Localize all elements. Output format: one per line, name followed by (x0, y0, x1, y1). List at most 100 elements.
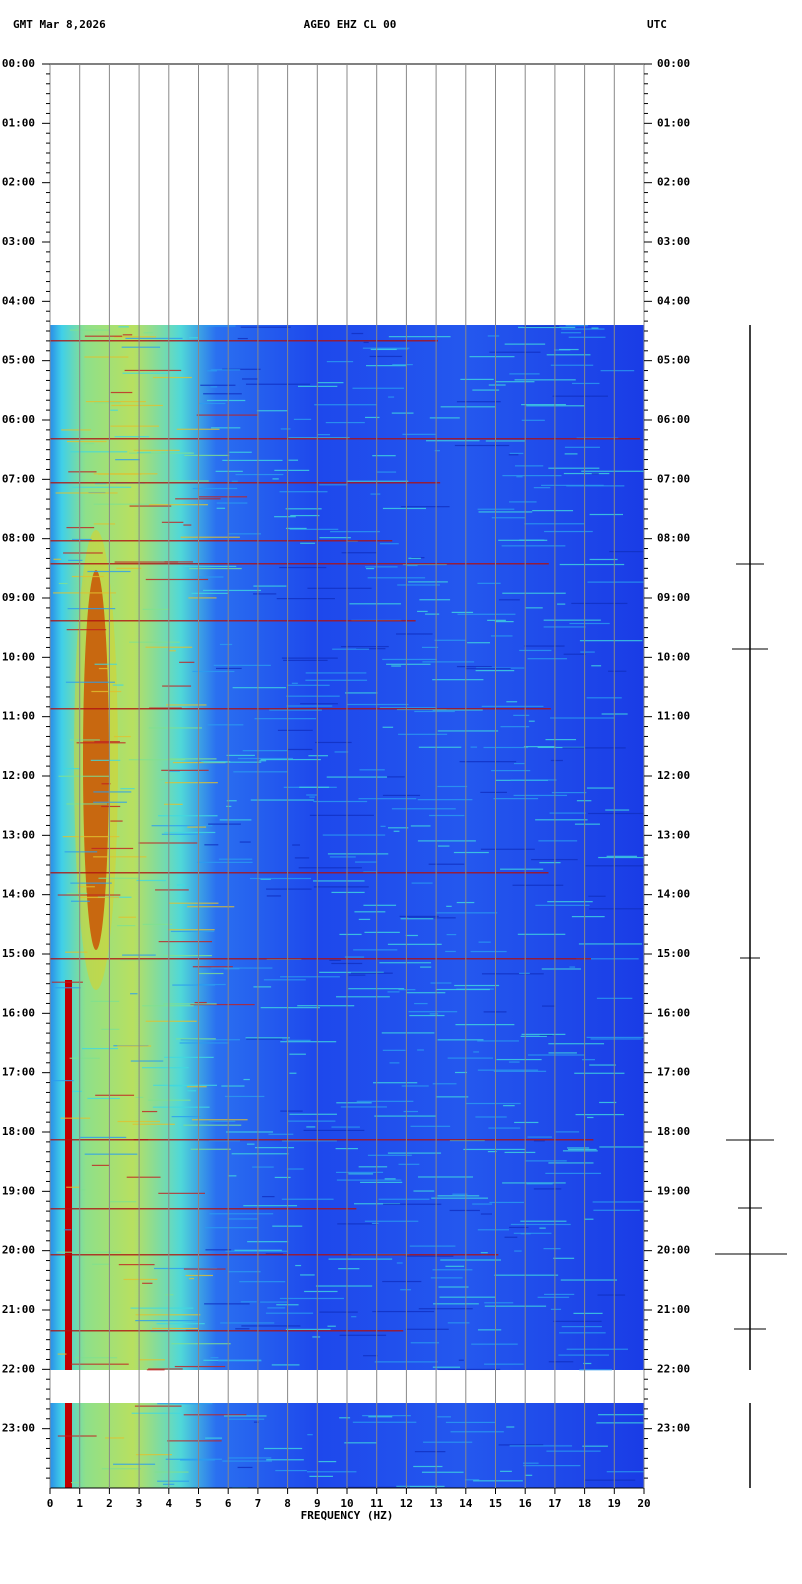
noise-streak (363, 341, 369, 344)
noise-streak (288, 437, 350, 439)
noise-streak (207, 370, 217, 372)
noise-streak (70, 900, 90, 902)
noise-streak (408, 557, 421, 559)
noise-streak (235, 473, 284, 476)
noise-streak (192, 670, 235, 673)
noise-streak (114, 436, 150, 438)
noise-streak (591, 665, 602, 667)
noise-streak (326, 776, 387, 778)
noise-streak (350, 972, 393, 974)
y-tick-label: 10:00 (657, 650, 690, 663)
noise-streak (514, 465, 544, 467)
noise-streak (426, 440, 480, 442)
noise-streak (429, 1013, 439, 1015)
noise-streak (550, 759, 563, 762)
noise-streak (398, 1163, 420, 1165)
noise-streak (241, 1325, 301, 1327)
noise-streak (473, 1480, 523, 1482)
noise-streak (501, 545, 566, 547)
noise-streak (66, 1186, 80, 1188)
noise-streak (439, 1296, 496, 1298)
noise-streak (535, 904, 590, 906)
noise-streak (117, 1045, 152, 1047)
noise-streak (139, 1359, 166, 1361)
noise-streak (432, 679, 484, 681)
noise-streak (98, 877, 139, 879)
noise-streak (537, 1296, 570, 1298)
noise-streak (254, 718, 317, 720)
noise-streak (210, 1357, 219, 1359)
noise-streak (566, 1348, 628, 1350)
noise-streak (200, 384, 236, 386)
noise-streak (151, 825, 213, 827)
noise-streak (421, 646, 439, 649)
noise-streak (503, 1105, 515, 1107)
chart-title: AGEO EHZ CL 00 (304, 18, 397, 31)
noise-streak (309, 814, 374, 816)
noise-streak (488, 384, 506, 386)
noise-streak (65, 681, 115, 683)
noise-streak (495, 381, 535, 383)
y-tick-label: 18:00 (2, 1125, 35, 1138)
noise-streak (150, 1330, 169, 1333)
noise-streak (142, 608, 170, 610)
noise-streak (363, 904, 397, 906)
noise-streak (599, 1101, 617, 1104)
noise-streak (598, 856, 644, 859)
noise-streak (392, 364, 413, 366)
x-tick-label: 6 (225, 1497, 232, 1510)
noise-streak (274, 516, 296, 518)
noise-streak (293, 418, 312, 420)
noise-streak (456, 401, 501, 403)
noise-streak (69, 1057, 100, 1059)
noise-streak (546, 1450, 601, 1452)
y-tick-label: 14:00 (657, 888, 690, 901)
y-tick-label: 17:00 (657, 1066, 690, 1079)
noise-streak (521, 404, 566, 406)
noise-streak (384, 1178, 396, 1180)
noise-streak (197, 861, 253, 863)
noise-streak (279, 1297, 344, 1300)
noise-streak (203, 393, 242, 395)
noise-streak (114, 561, 179, 563)
noise-streak (500, 868, 544, 870)
noise-streak (66, 526, 95, 529)
x-tick-label: 18 (578, 1497, 591, 1510)
noise-streak (433, 1303, 479, 1305)
noise-streak (129, 452, 194, 454)
noise-streak (496, 1058, 542, 1061)
noise-line (50, 540, 393, 542)
noise-streak (519, 972, 530, 974)
noise-streak (608, 670, 627, 672)
noise-streak (274, 1176, 291, 1179)
noise-streak (519, 649, 552, 652)
noise-streak (454, 444, 510, 447)
noise-streak (242, 378, 259, 380)
noise-streak (475, 670, 515, 672)
noise-streak (191, 1119, 248, 1121)
noise-streak (405, 934, 418, 937)
noise-streak (194, 1001, 207, 1004)
noise-streak (172, 761, 226, 764)
noise-streak (94, 663, 118, 665)
noise-streak (66, 440, 107, 443)
noise-streak (506, 701, 518, 703)
noise-streak (348, 1173, 374, 1175)
noise-streak (71, 575, 104, 578)
noise-streak (564, 453, 578, 455)
noise-streak (281, 657, 338, 659)
noise-streak (162, 685, 192, 687)
noise-streak (180, 1459, 215, 1461)
noise-streak (514, 379, 576, 381)
noise-streak (161, 521, 184, 523)
noise-line (50, 563, 549, 565)
noise-streak (312, 1336, 321, 1338)
noise-streak (300, 1274, 315, 1276)
noise-streak (401, 1085, 429, 1087)
noise-streak (372, 1310, 435, 1313)
noise-streak (57, 894, 121, 896)
noise-streak (233, 771, 288, 773)
noise-streak (410, 1342, 440, 1344)
noise-streak (180, 536, 240, 538)
noise-streak (358, 1166, 388, 1168)
